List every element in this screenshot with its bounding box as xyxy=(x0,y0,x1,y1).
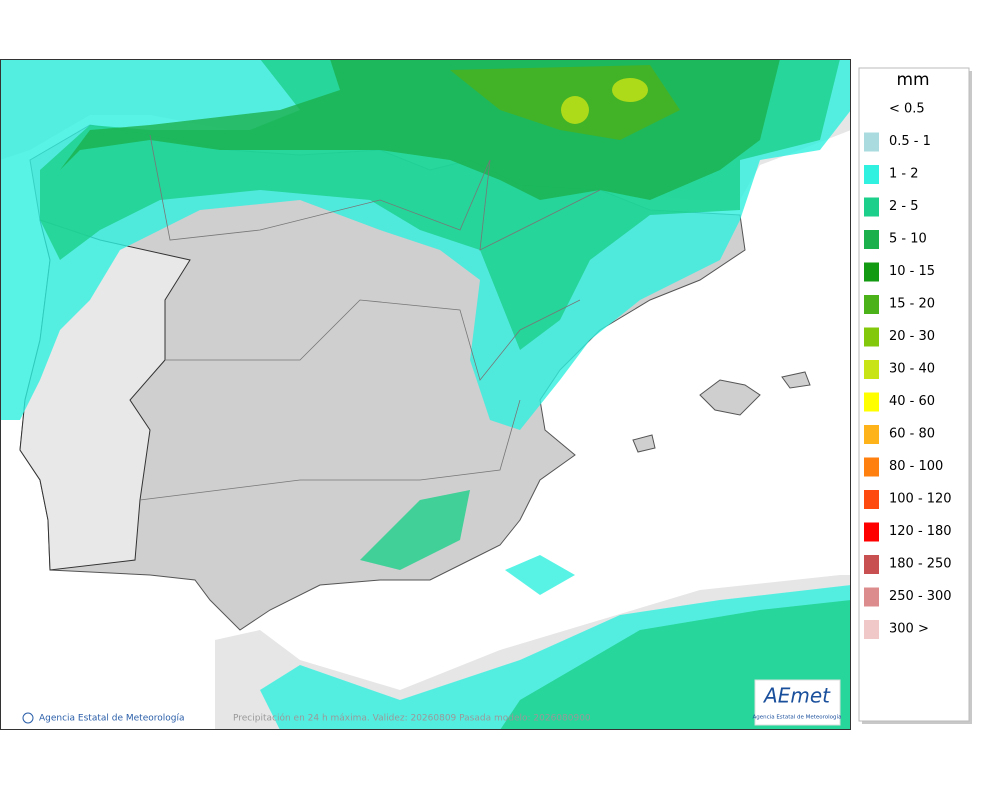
border xyxy=(165,299,581,381)
legend-label: 250 - 300 xyxy=(889,589,952,604)
border xyxy=(479,159,601,251)
border xyxy=(139,399,521,501)
legend-swatch xyxy=(864,620,879,639)
legend-label: 10 - 15 xyxy=(889,264,935,279)
legend-label: 0.5 - 1 xyxy=(889,134,931,149)
legend-label: 300 > xyxy=(889,622,929,637)
legend-swatch xyxy=(864,457,879,477)
legend-swatch xyxy=(864,230,879,249)
legend-label: 30 - 40 xyxy=(889,362,935,377)
legend-swatch xyxy=(864,165,879,184)
legend-label: 180 - 250 xyxy=(889,557,952,572)
precip-30-40 xyxy=(612,78,648,102)
map-area xyxy=(0,59,851,730)
border xyxy=(149,134,491,241)
mallorca xyxy=(699,379,761,416)
logo-subtitle: Agencia Estatal de Meteorología xyxy=(753,714,842,721)
legend-swatch xyxy=(864,360,879,379)
legend-label: 1 - 2 xyxy=(889,167,919,182)
logo: AEmet xyxy=(762,684,831,708)
precip-2-5 xyxy=(360,490,470,570)
map-frame xyxy=(0,59,851,730)
legend-swatch xyxy=(864,587,879,607)
credit: Agencia Estatal de Meteorología xyxy=(39,714,185,724)
legend-label: 120 - 180 xyxy=(889,524,952,539)
precip-30-40 xyxy=(561,96,589,124)
legend-swatch xyxy=(864,327,879,347)
legend-label: 2 - 5 xyxy=(889,199,919,214)
legend-unit: mm xyxy=(896,70,929,90)
legend-swatch xyxy=(864,522,879,542)
legend-label: 15 - 20 xyxy=(889,297,935,312)
ibiza xyxy=(632,434,656,453)
legend-label: < 0.5 xyxy=(889,102,925,117)
legend-label: 5 - 10 xyxy=(889,232,927,247)
legend-label: 60 - 80 xyxy=(889,427,935,442)
copyright-icon xyxy=(22,712,34,724)
menorca xyxy=(781,371,811,389)
legend-label: 40 - 60 xyxy=(889,394,935,409)
precipitation-overlay xyxy=(0,59,851,730)
region-borders xyxy=(139,134,601,501)
caption: Precipitación en 24 h máxima. Validez: 2… xyxy=(233,713,591,724)
legend-swatch xyxy=(864,425,879,444)
legend-swatch xyxy=(864,132,879,152)
legend: < 0.5 0.5 - 1 1 - 2 2 - 5 5 - 10 10 - 15 15 - … xyxy=(864,102,952,639)
legend-swatch xyxy=(864,490,879,509)
legend-swatch xyxy=(864,197,879,217)
legend-swatch xyxy=(864,262,879,282)
legend-label: 20 - 30 xyxy=(889,329,935,344)
logo-box xyxy=(754,679,841,726)
legend-swatch xyxy=(864,392,879,412)
precip-1-2 xyxy=(505,555,575,595)
legend-swatch xyxy=(864,295,879,314)
legend-label: 100 - 120 xyxy=(889,492,952,507)
legend-swatch xyxy=(864,555,879,574)
legend-label: 80 - 100 xyxy=(889,459,943,474)
